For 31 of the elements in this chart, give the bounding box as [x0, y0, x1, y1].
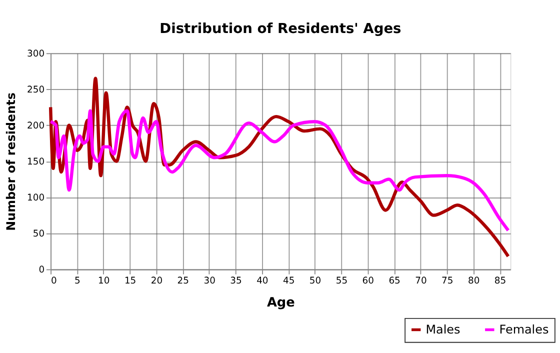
y-tick-label: 200	[27, 120, 45, 132]
x-axis-title: Age	[266, 296, 296, 311]
x-tick-label: 10	[98, 276, 110, 287]
x-tick-label: 80	[468, 276, 480, 287]
x-tick-label: 70	[415, 276, 427, 287]
x-tick-label: 75	[442, 276, 454, 287]
x-tick-label: 65	[388, 276, 401, 287]
x-tick-label: 5	[74, 276, 81, 287]
x-tick-label: 45	[282, 276, 295, 287]
line-series	[48, 109, 510, 232]
x-tick-label: 55	[336, 276, 348, 287]
y-tick-label: 150	[27, 156, 45, 168]
x-tick-label: 0	[51, 276, 58, 287]
x-tick-label: 15	[124, 276, 136, 287]
x-tick-label: 35	[230, 276, 242, 287]
y-tick-label: 250	[27, 84, 45, 96]
x-tick-label: 60	[362, 276, 374, 287]
x-tick-label: 40	[256, 276, 268, 287]
x-tick-label: 25	[177, 276, 190, 287]
y-tick-label: 100	[27, 192, 45, 204]
chart-title: Distribution of Residents' Ages	[160, 20, 402, 37]
x-tick-label: 85	[494, 276, 506, 287]
y-tick-label: 50	[32, 228, 45, 240]
y-tick-label: 0	[38, 264, 45, 276]
legend-label: Females	[499, 322, 549, 336]
x-tick-label: 50	[309, 276, 322, 287]
y-tick-label: 300	[27, 48, 45, 60]
x-tick-label: 20	[150, 276, 163, 287]
legend-label: Males	[426, 322, 460, 336]
x-tick-label: 30	[204, 276, 216, 287]
y-axis-title: Number of residents	[4, 92, 18, 231]
